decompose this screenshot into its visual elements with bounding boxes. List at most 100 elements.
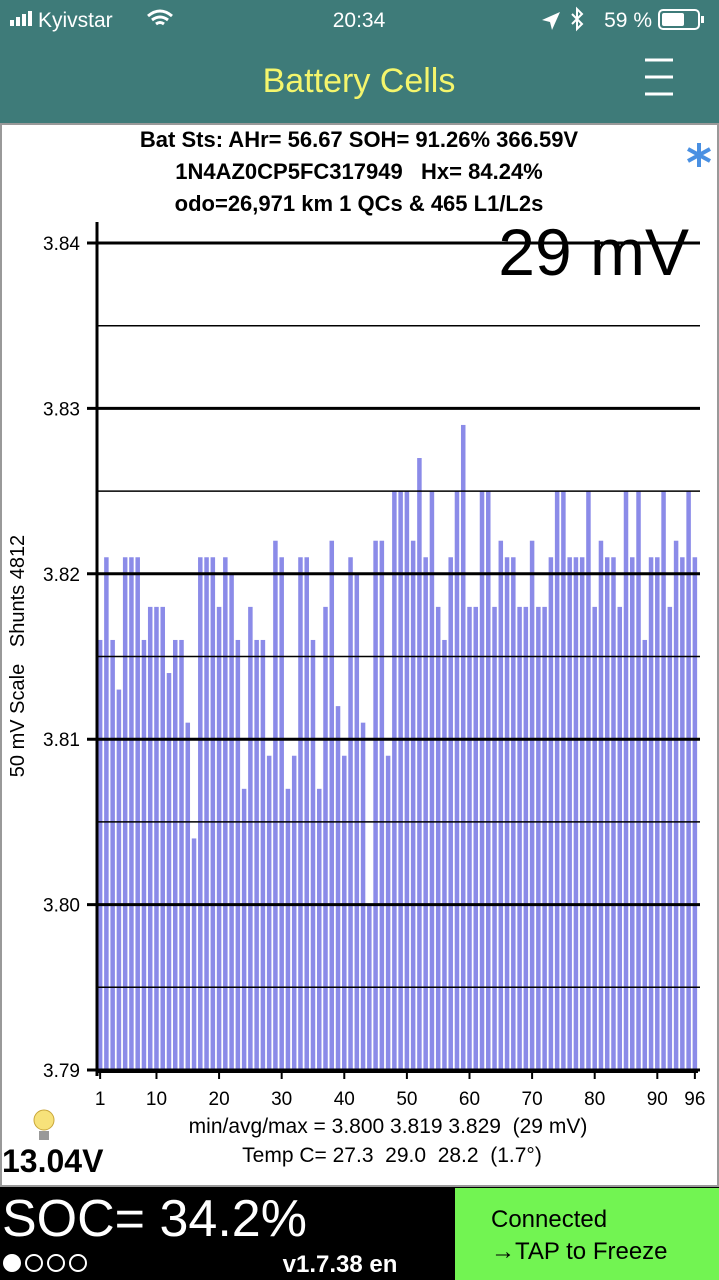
bar (504, 557, 510, 1070)
carrier: Kyivstar (38, 9, 113, 32)
bar (141, 639, 147, 1070)
bar (604, 557, 610, 1070)
wifi-icon (147, 9, 173, 26)
bar (561, 491, 566, 1071)
bar (254, 639, 259, 1070)
bar (448, 557, 453, 1070)
bar (498, 540, 504, 1070)
spread-annotation: 29 mV (498, 215, 689, 289)
bar (241, 788, 247, 1070)
bar (291, 755, 297, 1070)
battery-percent: 59 % (604, 9, 652, 32)
bar (335, 706, 341, 1070)
bar (379, 540, 385, 1070)
bar (360, 722, 366, 1070)
bar (348, 557, 353, 1070)
x-tick-label: 40 (334, 1089, 355, 1110)
bar (279, 557, 284, 1070)
bar (467, 606, 472, 1070)
bar (655, 557, 660, 1070)
bar (636, 491, 641, 1071)
connection-button[interactable] (455, 1188, 719, 1280)
bar (630, 557, 635, 1070)
bar (598, 540, 604, 1070)
bar (204, 557, 209, 1070)
bluetooth-indicator[interactable] (687, 143, 711, 167)
bar (648, 557, 654, 1070)
bar (536, 606, 541, 1070)
bar (486, 491, 491, 1071)
bar (198, 557, 203, 1070)
location-icon (542, 12, 560, 30)
x-tick-label: 10 (146, 1089, 167, 1110)
bar (135, 557, 140, 1070)
battery-level (662, 13, 684, 26)
bar (410, 540, 416, 1070)
bar (298, 557, 303, 1070)
aux-voltage: 13.04V (2, 1143, 104, 1179)
bar (235, 639, 241, 1070)
bar (329, 540, 335, 1070)
bar (473, 606, 479, 1070)
bar (579, 557, 585, 1070)
chart: 1 10 20 30 40 50 60 70 80 90 96 3.79 3.80 3.81 3.82 3.8… (43, 222, 705, 1110)
bar (248, 606, 253, 1070)
y-tick-label: 3.83 (43, 399, 80, 420)
page-dots (3, 1254, 87, 1272)
bar (260, 639, 266, 1070)
bar (129, 557, 134, 1070)
connection-action[interactable]: →TAP to Freeze (491, 1238, 668, 1265)
bar (404, 491, 410, 1071)
bar (210, 557, 216, 1070)
battery-tip (701, 16, 704, 23)
battery-icon (658, 9, 700, 30)
bar (435, 606, 441, 1070)
stats-line: min/avg/max = 3.800 3.819 3.829 (29 mV) (189, 1115, 588, 1138)
bar (398, 491, 403, 1071)
x-tick-label: 90 (647, 1089, 668, 1110)
bar (342, 755, 347, 1070)
bar (147, 606, 153, 1070)
bar (417, 458, 422, 1070)
x-tick-label: 1 (95, 1089, 106, 1110)
bar (686, 491, 691, 1071)
bar (373, 540, 378, 1070)
bar (154, 606, 159, 1070)
bar (385, 755, 391, 1070)
bar (104, 557, 109, 1070)
clock: 20:34 (333, 9, 386, 32)
header-line: 1N4AZ0CP5FC317949 Hx= 84.24% (175, 159, 543, 184)
bar (548, 557, 554, 1070)
bar (116, 689, 122, 1070)
bar (310, 639, 316, 1070)
bar (567, 557, 572, 1070)
x-tick-label: 20 (209, 1089, 230, 1110)
bar (586, 491, 591, 1071)
x-tick-label: 70 (522, 1089, 543, 1110)
bar (661, 491, 666, 1071)
bar (460, 424, 466, 1070)
menu-button[interactable] (645, 58, 673, 96)
bar (273, 540, 278, 1070)
bar (122, 557, 128, 1070)
bar (160, 606, 165, 1070)
y-tick-label: 3.82 (43, 565, 80, 586)
y-tick-label: 3.79 (43, 1061, 80, 1082)
y-tick-label: 3.81 (43, 730, 80, 751)
bulb-icon (33, 1109, 55, 1140)
bar (623, 491, 629, 1071)
header-bg (0, 0, 719, 124)
bar (185, 722, 191, 1070)
bar (680, 557, 685, 1070)
x-tick-label: 96 (684, 1089, 705, 1110)
bar (285, 788, 291, 1070)
x-tick-label: 50 (396, 1089, 417, 1110)
bar (611, 557, 616, 1070)
nav-title: Battery Cells (263, 62, 456, 100)
bar (392, 491, 397, 1071)
bar (266, 755, 272, 1070)
stats-line: Temp C= 27.3 29.0 28.2 (1.7°) (242, 1144, 542, 1167)
bar (166, 673, 172, 1070)
bar (442, 639, 447, 1070)
